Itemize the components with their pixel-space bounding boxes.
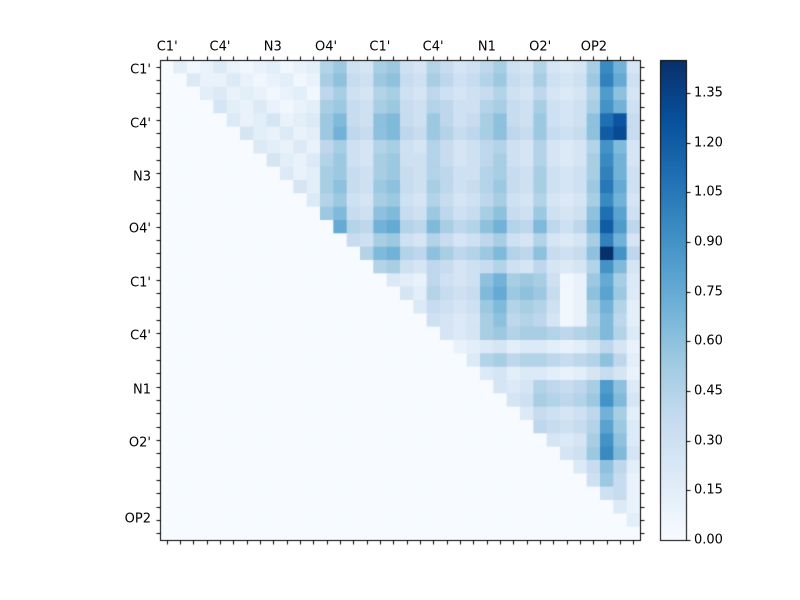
x-axis-label: C1' <box>156 39 178 55</box>
x-axis-label: O2' <box>529 39 552 55</box>
colorbar-tick-label: 1.05 <box>694 184 723 200</box>
x-axis-label: N3 <box>263 39 282 55</box>
colorbar-tick-label: 0.30 <box>694 433 723 449</box>
colorbar-tick-label: 0.90 <box>694 234 723 250</box>
colorbar-tick-label: 0.45 <box>694 383 723 399</box>
y-axis-label: OP2 <box>124 511 151 527</box>
y-axis-label: C4' <box>130 328 151 344</box>
y-axis-label: C1' <box>130 275 151 291</box>
colorbar-tick-label: 0.75 <box>694 284 723 300</box>
colorbar-tick-label: 0.60 <box>694 333 723 349</box>
x-axis-label: C4' <box>422 39 444 55</box>
colorbar-tick-label: 1.20 <box>694 135 723 151</box>
y-axis-label: C1' <box>130 62 151 78</box>
y-axis-label: N3 <box>133 169 151 185</box>
x-axis-label: C4' <box>209 39 231 55</box>
y-axis-label: N1 <box>133 382 151 398</box>
x-axis-label: O4' <box>315 39 338 55</box>
x-axis-label: N1 <box>477 39 496 55</box>
colorbar-tick-label: 0.00 <box>694 532 723 548</box>
y-axis-label: O2' <box>128 435 151 451</box>
y-axis-label: O4' <box>128 221 151 237</box>
x-axis-label: OP2 <box>580 39 608 55</box>
colorbar-tick-label: 1.35 <box>694 85 723 101</box>
colorbar-tick-label: 0.15 <box>694 482 723 498</box>
x-axis-label: C1' <box>369 39 391 55</box>
y-axis-label: C4' <box>130 116 151 132</box>
